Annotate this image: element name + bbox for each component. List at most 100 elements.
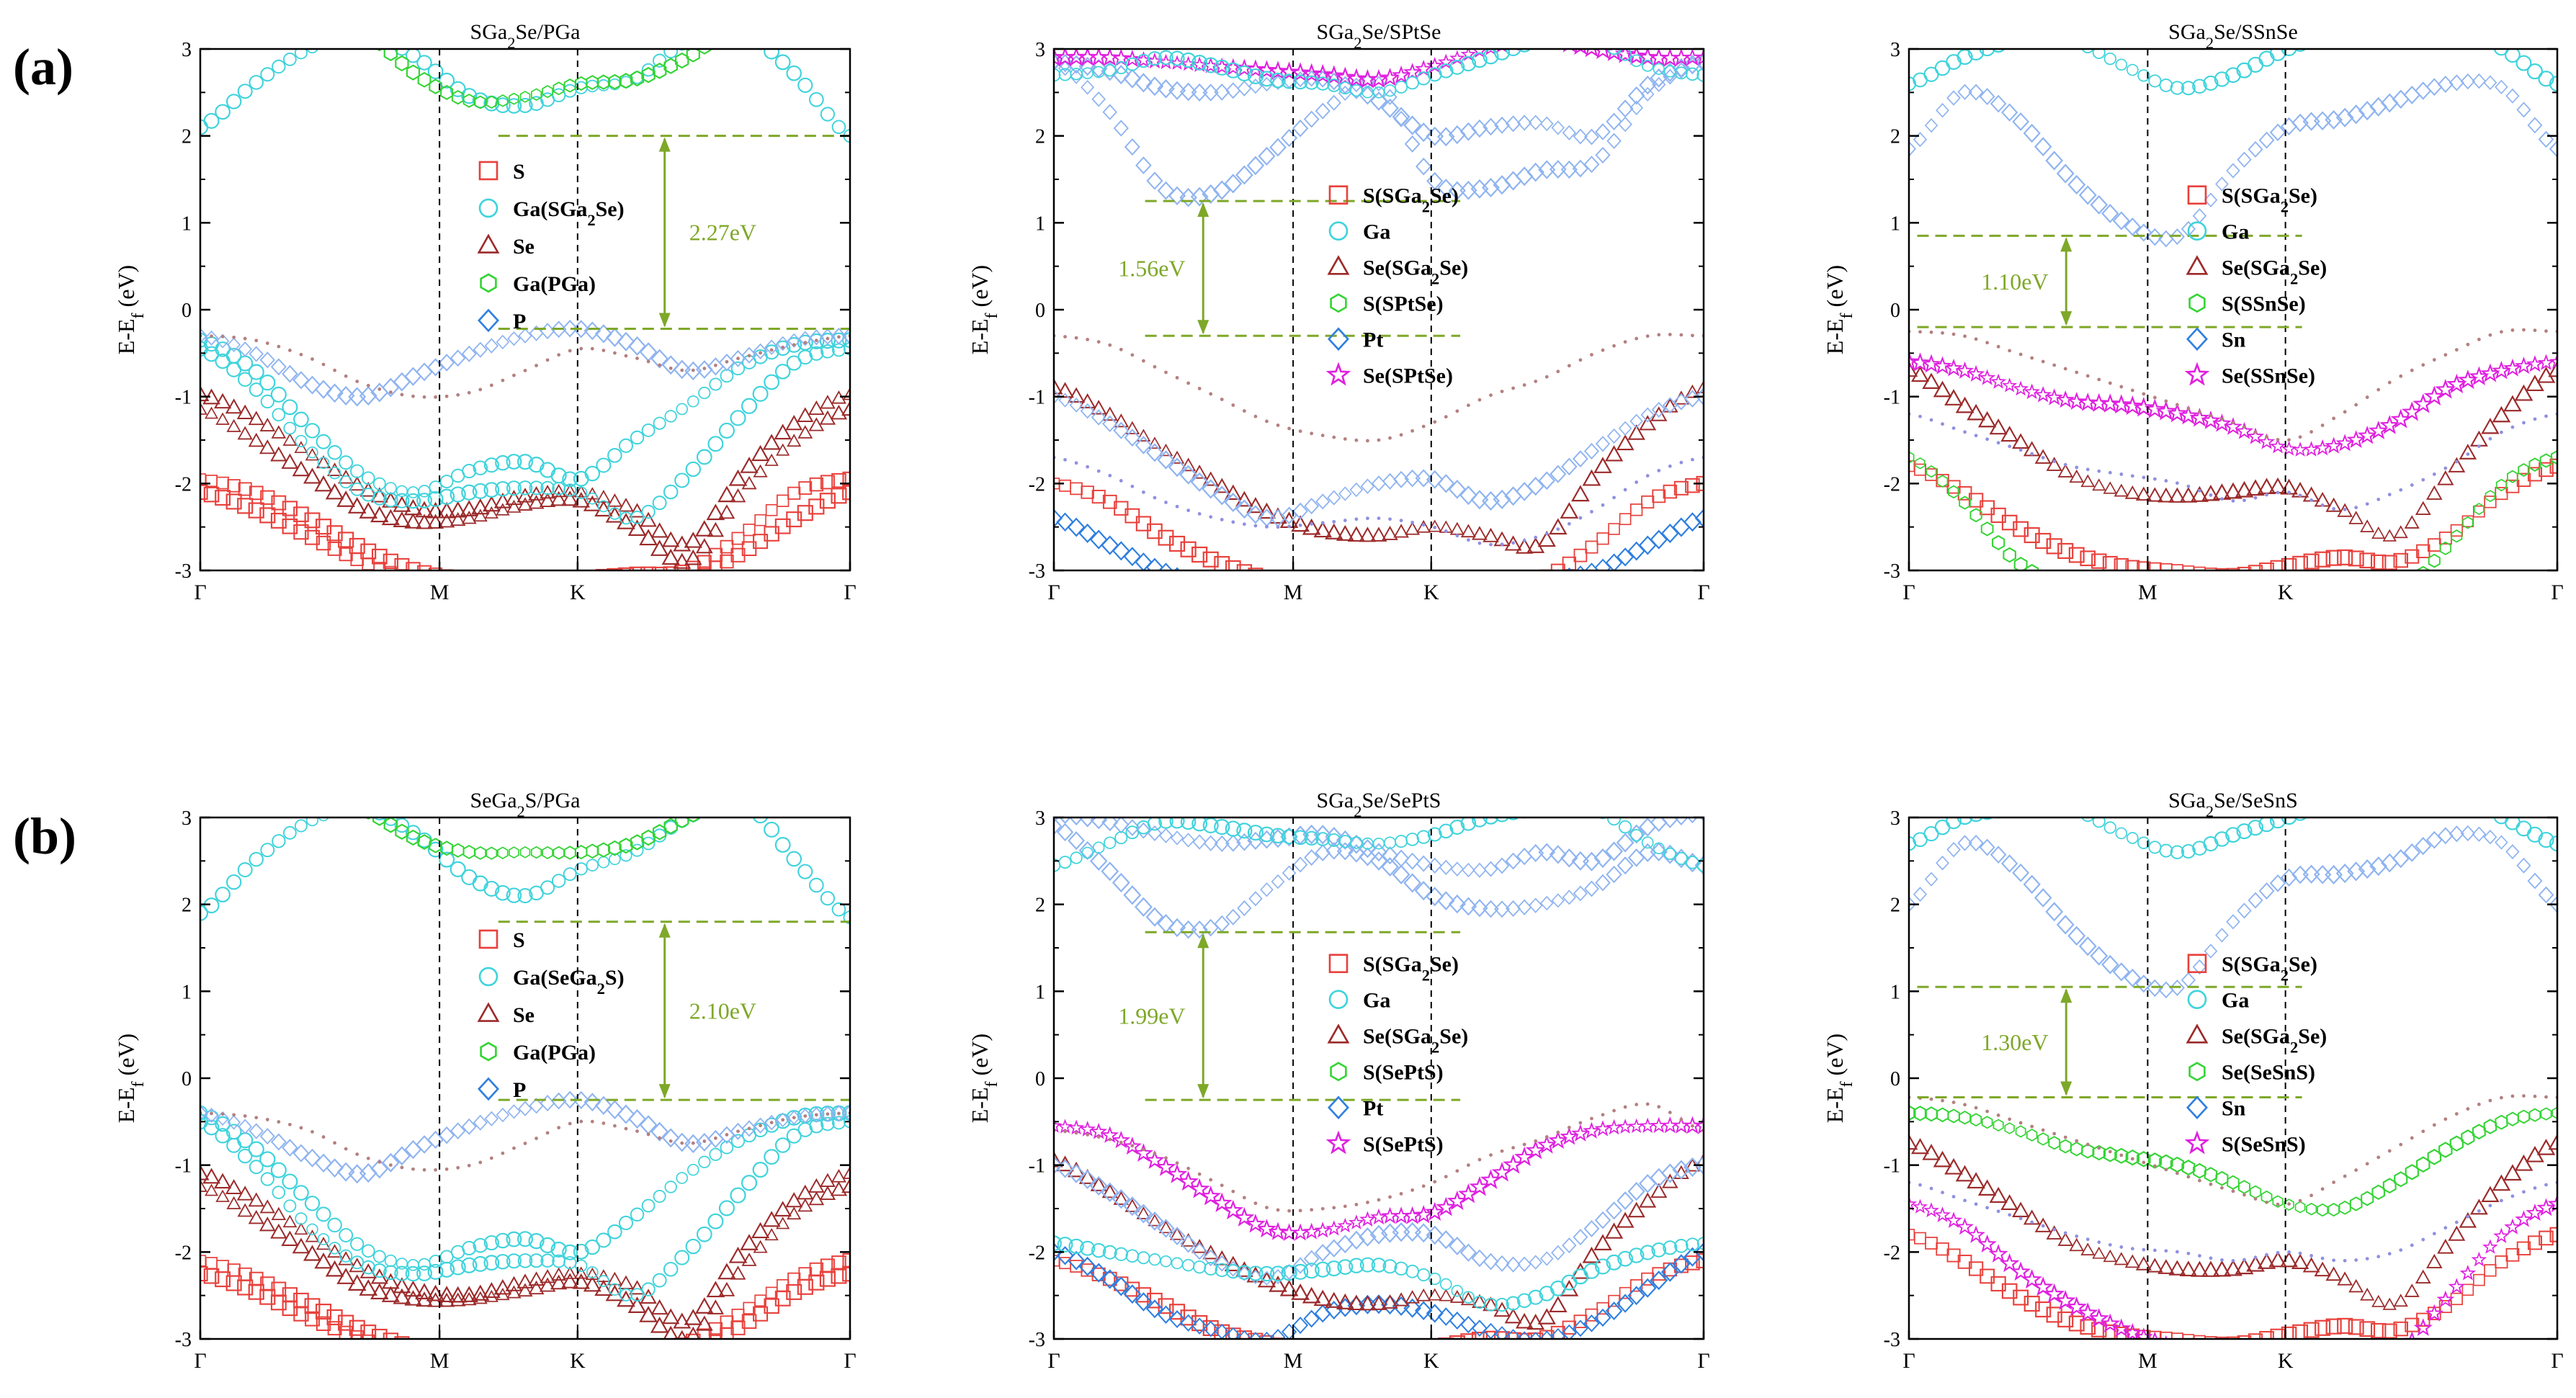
band-point <box>2097 1146 2101 1150</box>
band-point <box>1068 831 1085 851</box>
band-point <box>1516 1332 1532 1339</box>
band-point <box>1202 1249 1219 1267</box>
band-point <box>474 95 487 109</box>
band-point <box>2059 32 2072 45</box>
band-point <box>730 1187 746 1204</box>
band-point <box>755 14 766 27</box>
band-point <box>720 792 734 806</box>
band-point <box>370 1283 389 1300</box>
band-point <box>248 432 264 447</box>
band-point <box>1947 1108 1960 1124</box>
band-point <box>1641 59 1654 72</box>
band-point <box>237 1279 254 1296</box>
band-point <box>507 588 522 603</box>
band-point <box>355 1152 359 1156</box>
band-point <box>1158 828 1173 843</box>
band-point <box>2002 377 2018 393</box>
band-point <box>2387 493 2392 497</box>
band-point <box>370 487 388 503</box>
band-point <box>1104 836 1117 849</box>
band-point <box>1089 1263 1108 1283</box>
band-point <box>2237 151 2252 168</box>
band-point <box>1914 1232 1926 1245</box>
band-point <box>1506 900 1521 918</box>
band-point <box>597 500 610 513</box>
band-point <box>673 552 692 569</box>
band-point <box>2492 1174 2511 1191</box>
band-point <box>207 17 217 29</box>
band-point <box>516 488 534 503</box>
band-point <box>2161 591 2172 603</box>
band-point <box>512 373 516 377</box>
band-1 <box>200 471 850 570</box>
y-tick-label: -2 <box>1884 1242 1900 1264</box>
band-point <box>2354 1258 2358 1262</box>
band-point <box>1489 1153 1493 1157</box>
band-point <box>2327 589 2340 604</box>
band-point <box>778 785 788 797</box>
band-point <box>2505 843 2520 860</box>
band-point <box>2303 441 2320 457</box>
band-point <box>652 53 667 68</box>
band-point <box>2193 1335 2206 1339</box>
band-point <box>1660 523 1679 544</box>
band-point <box>327 1321 342 1336</box>
band-point <box>1347 526 1366 542</box>
band-point <box>2060 579 2072 593</box>
band-point <box>215 104 231 120</box>
band-point <box>639 529 658 546</box>
band-point <box>550 1241 567 1258</box>
band-point <box>1303 1263 1320 1279</box>
band-point <box>823 17 833 29</box>
band-point <box>798 331 813 346</box>
band-point <box>1246 497 1265 514</box>
band-point <box>2152 477 2157 481</box>
band-point <box>238 482 252 496</box>
band-point <box>1450 578 1464 593</box>
band-point <box>282 1173 298 1190</box>
band-point <box>509 846 519 859</box>
band-point <box>516 454 534 470</box>
band-point <box>2181 81 2196 96</box>
band-point <box>1650 406 1668 421</box>
band-point <box>2492 361 2511 380</box>
band-point <box>383 1332 399 1339</box>
band-point <box>2359 1356 2376 1372</box>
band-point <box>2021 1269 2042 1289</box>
band-point <box>1640 86 1655 102</box>
band-point <box>820 1116 835 1132</box>
band-point <box>2392 848 2410 869</box>
band-point <box>438 1292 455 1307</box>
band-point <box>2376 387 2381 392</box>
band-point <box>826 1112 830 1116</box>
band-point <box>1157 1219 1175 1238</box>
band-point <box>1472 862 1487 878</box>
y-tick-label: 2 <box>1035 895 1045 917</box>
band-point <box>327 1217 342 1233</box>
band-point <box>1202 479 1220 499</box>
band-point <box>249 1123 264 1139</box>
band-point <box>1996 1209 2000 1214</box>
band-point <box>2097 1240 2101 1245</box>
x-tick-label: K <box>1423 581 1439 604</box>
band-point <box>820 891 836 906</box>
band-point <box>225 874 242 890</box>
band-point <box>2018 1121 2023 1125</box>
band-point <box>1369 91 1388 111</box>
band-point <box>393 496 411 512</box>
band-point <box>467 390 471 395</box>
band-point <box>347 497 367 514</box>
band-point <box>1990 846 2007 864</box>
band-point <box>2012 433 2030 449</box>
band-point <box>720 369 734 383</box>
band-point <box>1639 76 1657 95</box>
band-point <box>1946 90 1961 106</box>
band-point <box>226 418 241 432</box>
band-point <box>249 382 264 397</box>
band-point <box>1657 333 1661 337</box>
band-point <box>1561 457 1578 476</box>
band-point <box>294 819 308 833</box>
band-point <box>2246 1255 2265 1272</box>
band-point <box>1372 591 1385 603</box>
